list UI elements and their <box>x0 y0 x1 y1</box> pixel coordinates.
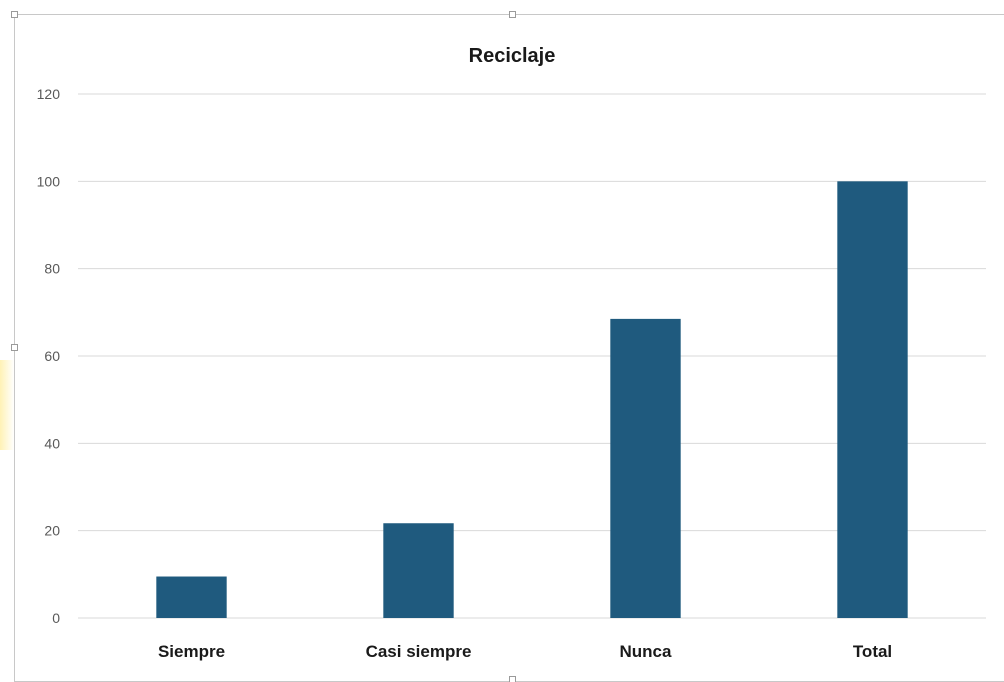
resize-handle-top-middle[interactable] <box>509 11 516 18</box>
bars <box>156 181 908 619</box>
y-tick-label: 20 <box>44 523 60 539</box>
x-tick-label: Casi siempre <box>366 642 472 661</box>
bar-nunca[interactable] <box>610 318 681 618</box>
x-tick-label: Total <box>853 642 892 661</box>
x-axis-ticks: Siempre Casi siempre Nunca Total <box>158 642 892 661</box>
x-tick-label: Nunca <box>620 642 673 661</box>
resize-handle-top-left[interactable] <box>11 11 18 18</box>
x-tick-label: Siempre <box>158 642 225 661</box>
bar-total[interactable] <box>837 181 908 619</box>
resize-handle-left-middle[interactable] <box>11 344 18 351</box>
y-tick-label: 60 <box>44 348 60 364</box>
y-tick-label: 120 <box>37 86 61 102</box>
y-axis-ticks: 0 20 40 60 80 100 120 <box>37 86 61 626</box>
gridlines <box>78 93 986 619</box>
resize-handle-bottom-middle[interactable] <box>509 676 516 682</box>
y-tick-label: 80 <box>44 261 60 277</box>
bar-casi-siempre[interactable] <box>383 523 454 618</box>
background-highlight <box>0 360 14 450</box>
y-tick-label: 40 <box>44 435 60 451</box>
y-tick-label: 0 <box>52 610 60 626</box>
y-tick-label: 100 <box>37 173 61 189</box>
chart-title: Reciclaje <box>469 45 556 67</box>
bar-siempre[interactable] <box>156 576 227 618</box>
